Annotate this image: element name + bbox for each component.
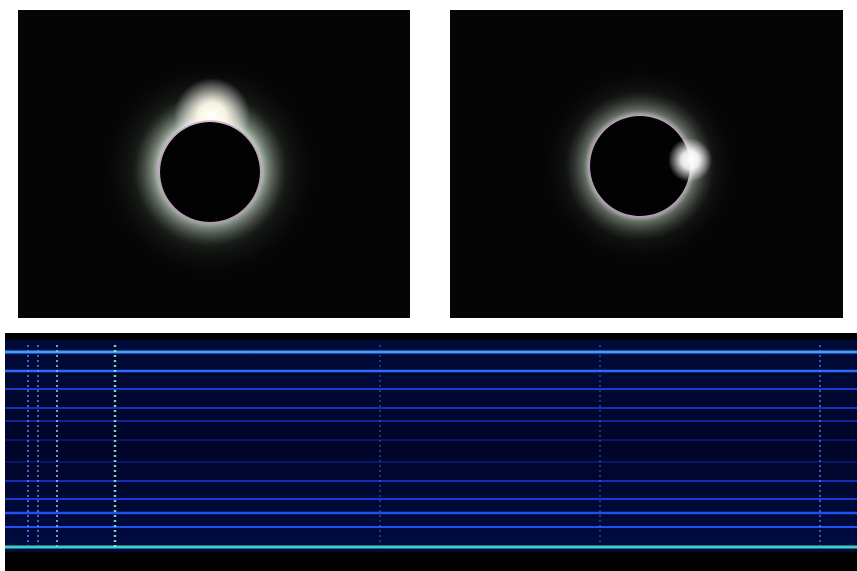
chromosphere (158, 120, 262, 224)
spectrogram (5, 340, 857, 552)
spectral-lines (5, 350, 857, 549)
moon-disk (160, 122, 260, 222)
time-markers (27, 345, 821, 550)
diamond-ring-glow (668, 138, 712, 182)
moon-disk (590, 116, 690, 216)
